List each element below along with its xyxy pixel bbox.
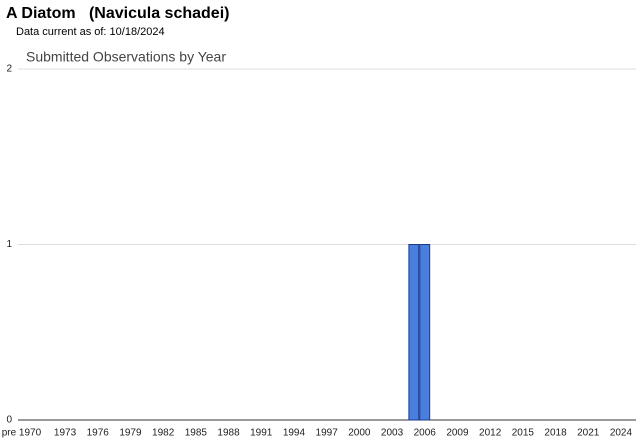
x-tick-label: 1991 [250, 428, 273, 439]
page-title: A Diatom (Navicula schadei) [6, 5, 230, 22]
x-tick-label: 2021 [577, 428, 600, 439]
x-tick-label: 2012 [479, 428, 502, 439]
y-tick-label: 2 [6, 64, 12, 75]
x-tick-label: pre 1970 [2, 428, 42, 439]
x-tick-label: 1994 [283, 428, 306, 439]
x-tick-label: 1979 [119, 428, 142, 439]
x-tick-label: 1997 [316, 428, 339, 439]
x-tick-label: 2015 [512, 428, 535, 439]
x-tick-label: 2009 [446, 428, 469, 439]
x-tick-label: 2006 [414, 428, 437, 439]
x-tick-label: 1985 [185, 428, 208, 439]
x-tick-label: 1988 [217, 428, 240, 439]
x-tick-label: 1973 [54, 428, 77, 439]
page-subtitle: Data current as of: 10/18/2024 [16, 26, 165, 38]
x-tick-label: 1982 [152, 428, 175, 439]
chart-title: Submitted Observations by Year [26, 49, 226, 65]
y-tick-label: 1 [6, 239, 12, 250]
x-tick-label: 2000 [348, 428, 371, 439]
x-tick-label: 2024 [610, 428, 633, 439]
y-tick-label: 0 [6, 415, 12, 426]
x-tick-label: 2003 [381, 428, 404, 439]
x-tick-label: 2018 [544, 428, 567, 439]
bar [419, 244, 431, 421]
x-tick-label: 1976 [87, 428, 110, 439]
bar [408, 244, 420, 421]
